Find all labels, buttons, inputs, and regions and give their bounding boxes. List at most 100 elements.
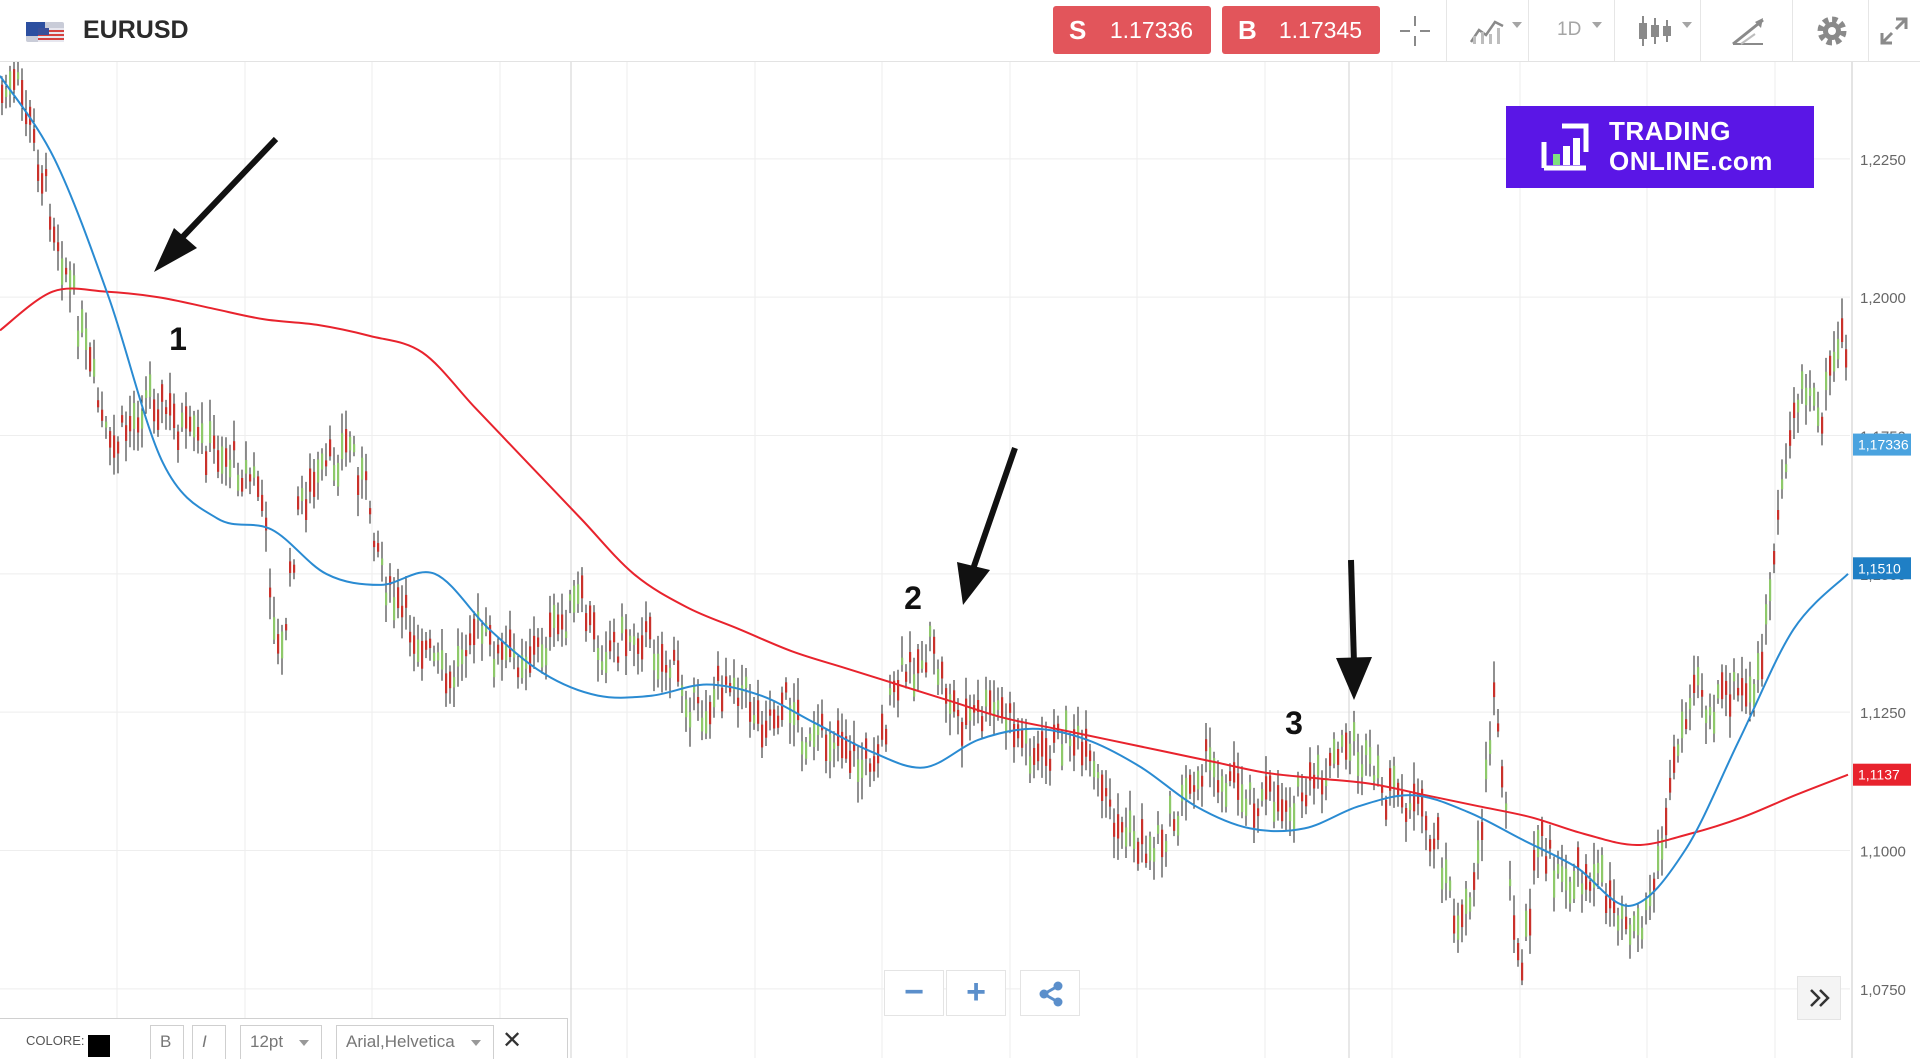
candle-body: [1805, 387, 1808, 406]
candle-body: [1201, 775, 1204, 787]
crosshair-button[interactable]: [1394, 0, 1446, 61]
candle-body: [745, 676, 748, 688]
candle-body: [697, 697, 700, 704]
font-family-select[interactable]: Arial,Helvetica: [336, 1025, 494, 1059]
chevron-down-icon: [1682, 22, 1692, 28]
candle-body: [161, 384, 164, 402]
candle-body: [941, 661, 944, 679]
candle-body: [1425, 815, 1428, 831]
close-icon[interactable]: ✕: [502, 1027, 523, 1054]
candle-body: [1621, 904, 1624, 919]
settings-button[interactable]: [1792, 0, 1868, 61]
candle-body: [1669, 777, 1672, 793]
candle-body: [293, 564, 296, 573]
candle-body: [245, 460, 248, 474]
scroll-to-latest-button[interactable]: [1797, 976, 1841, 1020]
candle-body: [445, 673, 448, 694]
candle-body: [189, 416, 192, 432]
candle-body: [1205, 739, 1208, 752]
candle-body: [1557, 863, 1560, 874]
zoom-out-button[interactable]: −: [884, 970, 944, 1016]
color-swatch[interactable]: [88, 1035, 110, 1057]
candle-body: [93, 358, 96, 377]
font-size-select[interactable]: 12pt: [240, 1025, 322, 1059]
candle-body: [233, 441, 236, 451]
sell-button[interactable]: S 1.17336: [1053, 6, 1211, 54]
candle-body: [1733, 672, 1736, 682]
share-button[interactable]: [1020, 970, 1080, 1016]
candle-body: [337, 462, 340, 487]
candle-body: [1209, 747, 1212, 771]
candle-body: [725, 676, 728, 685]
candle-body: [481, 626, 484, 644]
candle-body: [1437, 817, 1440, 840]
candle-body: [385, 592, 388, 606]
candle-body: [1221, 776, 1224, 792]
candle-body: [1429, 839, 1432, 852]
price-chart[interactable]: 1,22501,20001,17501,15001,12501,10001,07…: [0, 62, 1920, 1058]
candle-type-dropdown[interactable]: [1614, 0, 1700, 61]
candle-body: [197, 427, 200, 441]
y-tick-label: 1,1000: [1860, 844, 1906, 861]
candle-body: [317, 459, 320, 483]
candle-body: [1213, 758, 1216, 778]
candle-body: [1705, 709, 1708, 724]
candle-body: [357, 475, 360, 495]
candle-body: [777, 715, 780, 728]
candle-body: [1329, 752, 1332, 766]
candle-body: [1353, 722, 1356, 742]
buy-price: 1.17345: [1278, 17, 1362, 43]
candle-body: [117, 441, 120, 454]
zoom-in-button[interactable]: +: [946, 970, 1006, 1016]
candle-body: [709, 701, 712, 725]
buy-button[interactable]: B 1.17345: [1222, 6, 1380, 54]
timeframe-dropdown[interactable]: 1D: [1528, 0, 1614, 61]
text-drawing-toolbar: COLORE: B I 12pt Arial,Helvetica ✕: [0, 1018, 568, 1059]
candle-body: [1181, 784, 1184, 802]
candle-body: [1625, 916, 1628, 930]
candle-body: [1453, 915, 1456, 934]
candle-body: [1517, 943, 1520, 961]
candle-body: [257, 476, 260, 497]
candle-body: [813, 724, 816, 747]
fullscreen-button[interactable]: [1868, 0, 1920, 61]
candle-body: [1601, 855, 1604, 883]
candle-body: [641, 635, 644, 660]
italic-button[interactable]: I: [192, 1025, 226, 1059]
candle-body: [1393, 765, 1396, 787]
candle-body: [1277, 785, 1280, 812]
candle-body: [1405, 808, 1408, 822]
candle-body: [1837, 338, 1840, 360]
candle-body: [73, 275, 76, 290]
candle-body: [1597, 862, 1600, 874]
candle-body: [225, 448, 228, 467]
candle-body: [309, 468, 312, 492]
chart-type-dropdown[interactable]: [1446, 0, 1528, 61]
candle-body: [1161, 829, 1164, 858]
candle-body: [853, 742, 856, 752]
candle-body: [1065, 710, 1068, 730]
candle-body: [1561, 866, 1564, 882]
candle-body: [757, 700, 760, 724]
candle-body: [289, 561, 292, 573]
candle-body: [701, 717, 704, 732]
double-chevron-right-icon: [1810, 989, 1830, 1007]
candle-body: [793, 702, 796, 726]
candle-body: [1381, 784, 1384, 793]
chevron-down-icon: [471, 1040, 481, 1046]
candle-body: [1521, 962, 1524, 981]
candle-body: [1501, 766, 1504, 788]
crosshair-icon: [1400, 16, 1430, 46]
candle-body: [901, 657, 904, 665]
drawing-tools-button[interactable]: [1700, 0, 1792, 61]
bold-button[interactable]: B: [150, 1025, 184, 1059]
candle-body: [1677, 744, 1680, 756]
candle-body: [1773, 551, 1776, 565]
candle-body: [1121, 822, 1124, 833]
candle-body: [1325, 777, 1328, 786]
candle-body: [429, 638, 432, 648]
candle-body: [1025, 728, 1028, 744]
candle-body: [381, 558, 384, 566]
candle-body: [393, 597, 396, 621]
candle-body: [1045, 738, 1048, 766]
